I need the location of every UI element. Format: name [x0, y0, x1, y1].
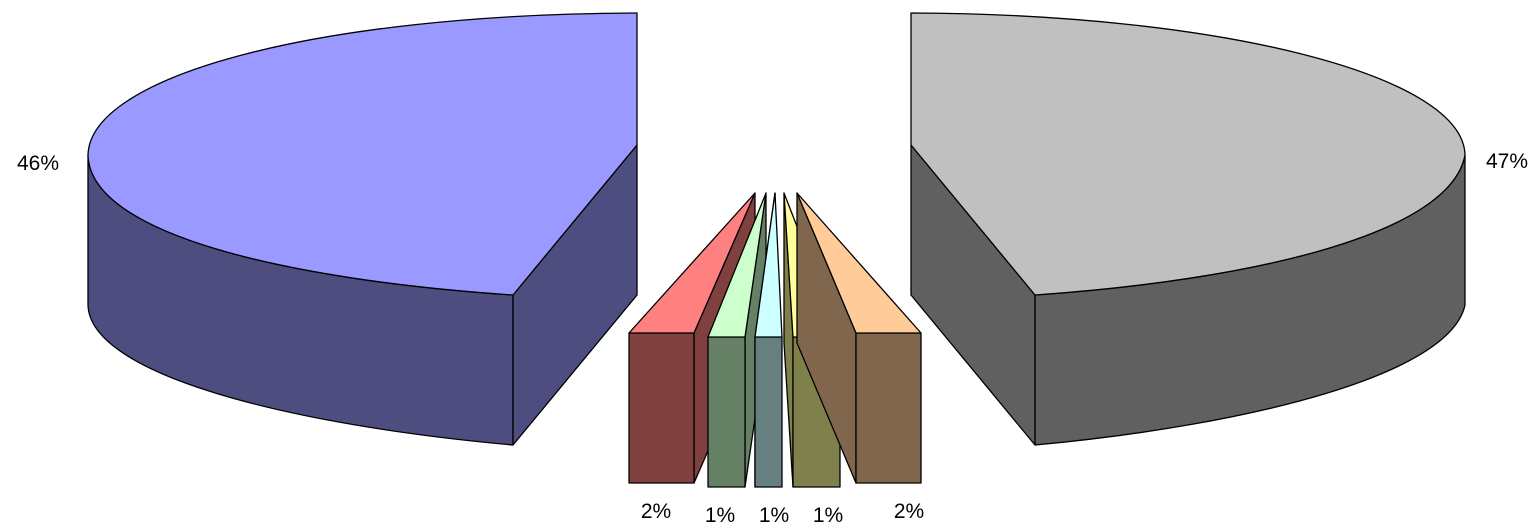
data-label-5: 1% [813, 504, 843, 526]
slice-4-top [754, 192, 783, 338]
slice-3-top [707, 192, 767, 338]
slice-2-front [628, 332, 695, 484]
slice-left-top [87, 12, 638, 296]
data-label-7: 47% [1486, 150, 1528, 173]
slice-2-top [628, 192, 756, 334]
slice-6-top [796, 192, 922, 334]
slice-right-top [910, 12, 1466, 296]
data-label-2: 2% [641, 500, 671, 523]
data-label-4: 1% [759, 504, 789, 526]
data-label-1: 46% [17, 152, 59, 175]
data-label-6: 2% [894, 500, 924, 523]
slice-3-front [707, 336, 746, 488]
slice-6-front [855, 332, 922, 484]
slice-4-front [754, 336, 783, 488]
data-label-3: 1% [705, 504, 735, 526]
